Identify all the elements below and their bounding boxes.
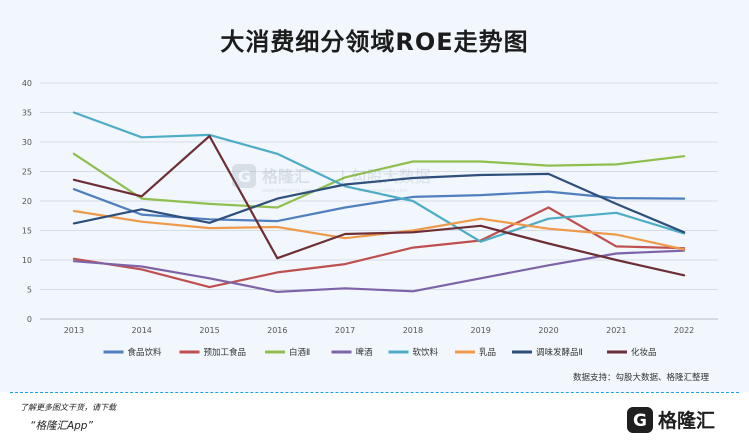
line-chart: 0 5 10 15 20 25 30 35 40 2013 2014 2015 2016 2017 201… — [22, 79, 718, 358]
chart-card — [0, 0, 749, 392]
x-tick-label: 2019 — [471, 326, 491, 335]
y-tick-label: 20 — [22, 197, 32, 206]
x-tick-label: 2020 — [538, 326, 558, 335]
y-tick-label: 10 — [22, 256, 32, 265]
y-tick-label: 0 — [27, 315, 32, 324]
series-line-化妆品 — [72, 135, 686, 277]
series-line-预加工食品 — [72, 206, 686, 289]
y-tick-label: 15 — [22, 227, 32, 236]
y-tick-label: 35 — [22, 109, 32, 118]
series-line-啤酒 — [72, 249, 686, 293]
legend-label: 白酒Ⅱ — [289, 347, 310, 358]
x-tick-label: 2018 — [403, 326, 423, 335]
legend-label: 化妆品 — [631, 347, 657, 358]
y-tick-label: 40 — [22, 79, 32, 88]
x-tick-label: 2015 — [199, 326, 219, 335]
brand-logo: G 格隆汇 — [627, 407, 715, 433]
chart-title: 大消费细分领域ROE走势图 — [220, 28, 529, 56]
series-line-白酒Ⅱ — [72, 152, 686, 209]
legend-label: 乳品 — [479, 347, 496, 358]
series-line-乳品 — [72, 209, 686, 251]
x-tick-label: 2022 — [674, 326, 694, 335]
svg-text:G: G — [633, 411, 647, 431]
legend-label: 预加工食品 — [204, 347, 247, 358]
legend-label: 食品饮料 — [128, 347, 163, 358]
x-tick-label: 2017 — [335, 326, 355, 335]
legend-label: 软饮料 — [413, 347, 439, 358]
legend-label: 啤酒 — [356, 347, 374, 358]
legend-label: 调味发酵品Ⅱ — [536, 347, 583, 358]
y-tick-label: 30 — [22, 138, 32, 147]
x-tick-label: 2021 — [606, 326, 626, 335]
brand-name: 格隆汇 — [658, 409, 715, 432]
footer-app-name: “格隆汇App” — [30, 420, 93, 432]
x-tick-label: 2013 — [64, 326, 84, 335]
series-line-软饮料 — [72, 111, 686, 243]
y-tick-label: 5 — [27, 286, 32, 295]
series-line-调味发酵品Ⅱ — [72, 172, 686, 234]
x-tick-label: 2014 — [132, 326, 152, 335]
source-note: 数据支持：勾股大数据、格隆汇整理 — [572, 373, 709, 383]
x-tick-label: 2016 — [267, 326, 287, 335]
divider — [10, 392, 739, 393]
y-tick-label: 25 — [22, 168, 32, 177]
footer-hint: 了解更多图文干货，请下载 — [20, 403, 116, 412]
